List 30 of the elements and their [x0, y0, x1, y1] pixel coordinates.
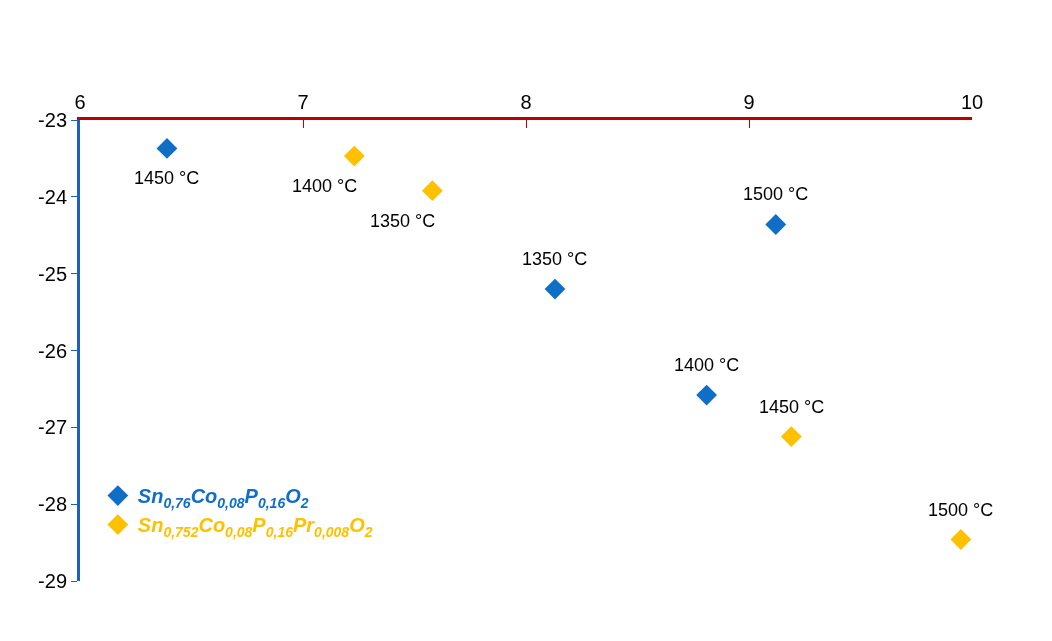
annotation: 1450 °C — [134, 168, 200, 188]
y-tick-label: -23 — [38, 109, 67, 131]
y-tick-label: -26 — [38, 339, 67, 362]
legend-label: Sn$_{0,76}$Co$_{0,08}$P$_{0,16}$O$_{2}$ — [137, 485, 309, 511]
x-tick-label: 6 — [74, 91, 86, 113]
annotation: 1450 °C — [759, 397, 825, 417]
x-tick-label: 9 — [743, 91, 755, 113]
point — [156, 138, 178, 159]
text: Sn$_{0,752}$Co$_{0,08}$P$_{0,16}$Pr$_{0,008}$O$_{2}$ — [137, 514, 373, 540]
x-tick-label: 7 — [297, 91, 309, 113]
point — [343, 145, 365, 167]
annotation: 1400 °C — [674, 355, 740, 375]
point — [696, 384, 718, 406]
point — [780, 426, 802, 447]
annotation: 1500 °C — [928, 500, 994, 520]
x-tick-label: 8 — [520, 91, 532, 113]
annotation: 1400 °C — [292, 176, 358, 196]
y-tick-label: -25 — [38, 262, 67, 285]
y-tick-label: -27 — [38, 416, 67, 439]
y-tick-label: -24 — [38, 185, 67, 208]
y-tick-label: -28 — [38, 493, 67, 516]
point — [544, 278, 566, 300]
y-tick-label: -29 — [38, 570, 67, 592]
point — [421, 180, 443, 202]
point — [765, 214, 787, 235]
annotation: 1350 °C — [370, 211, 436, 231]
point — [950, 529, 972, 550]
annotation: 1500 °C — [743, 184, 809, 204]
x-tick-label: 10 — [960, 91, 984, 113]
annotation: 1350 °C — [522, 249, 588, 269]
